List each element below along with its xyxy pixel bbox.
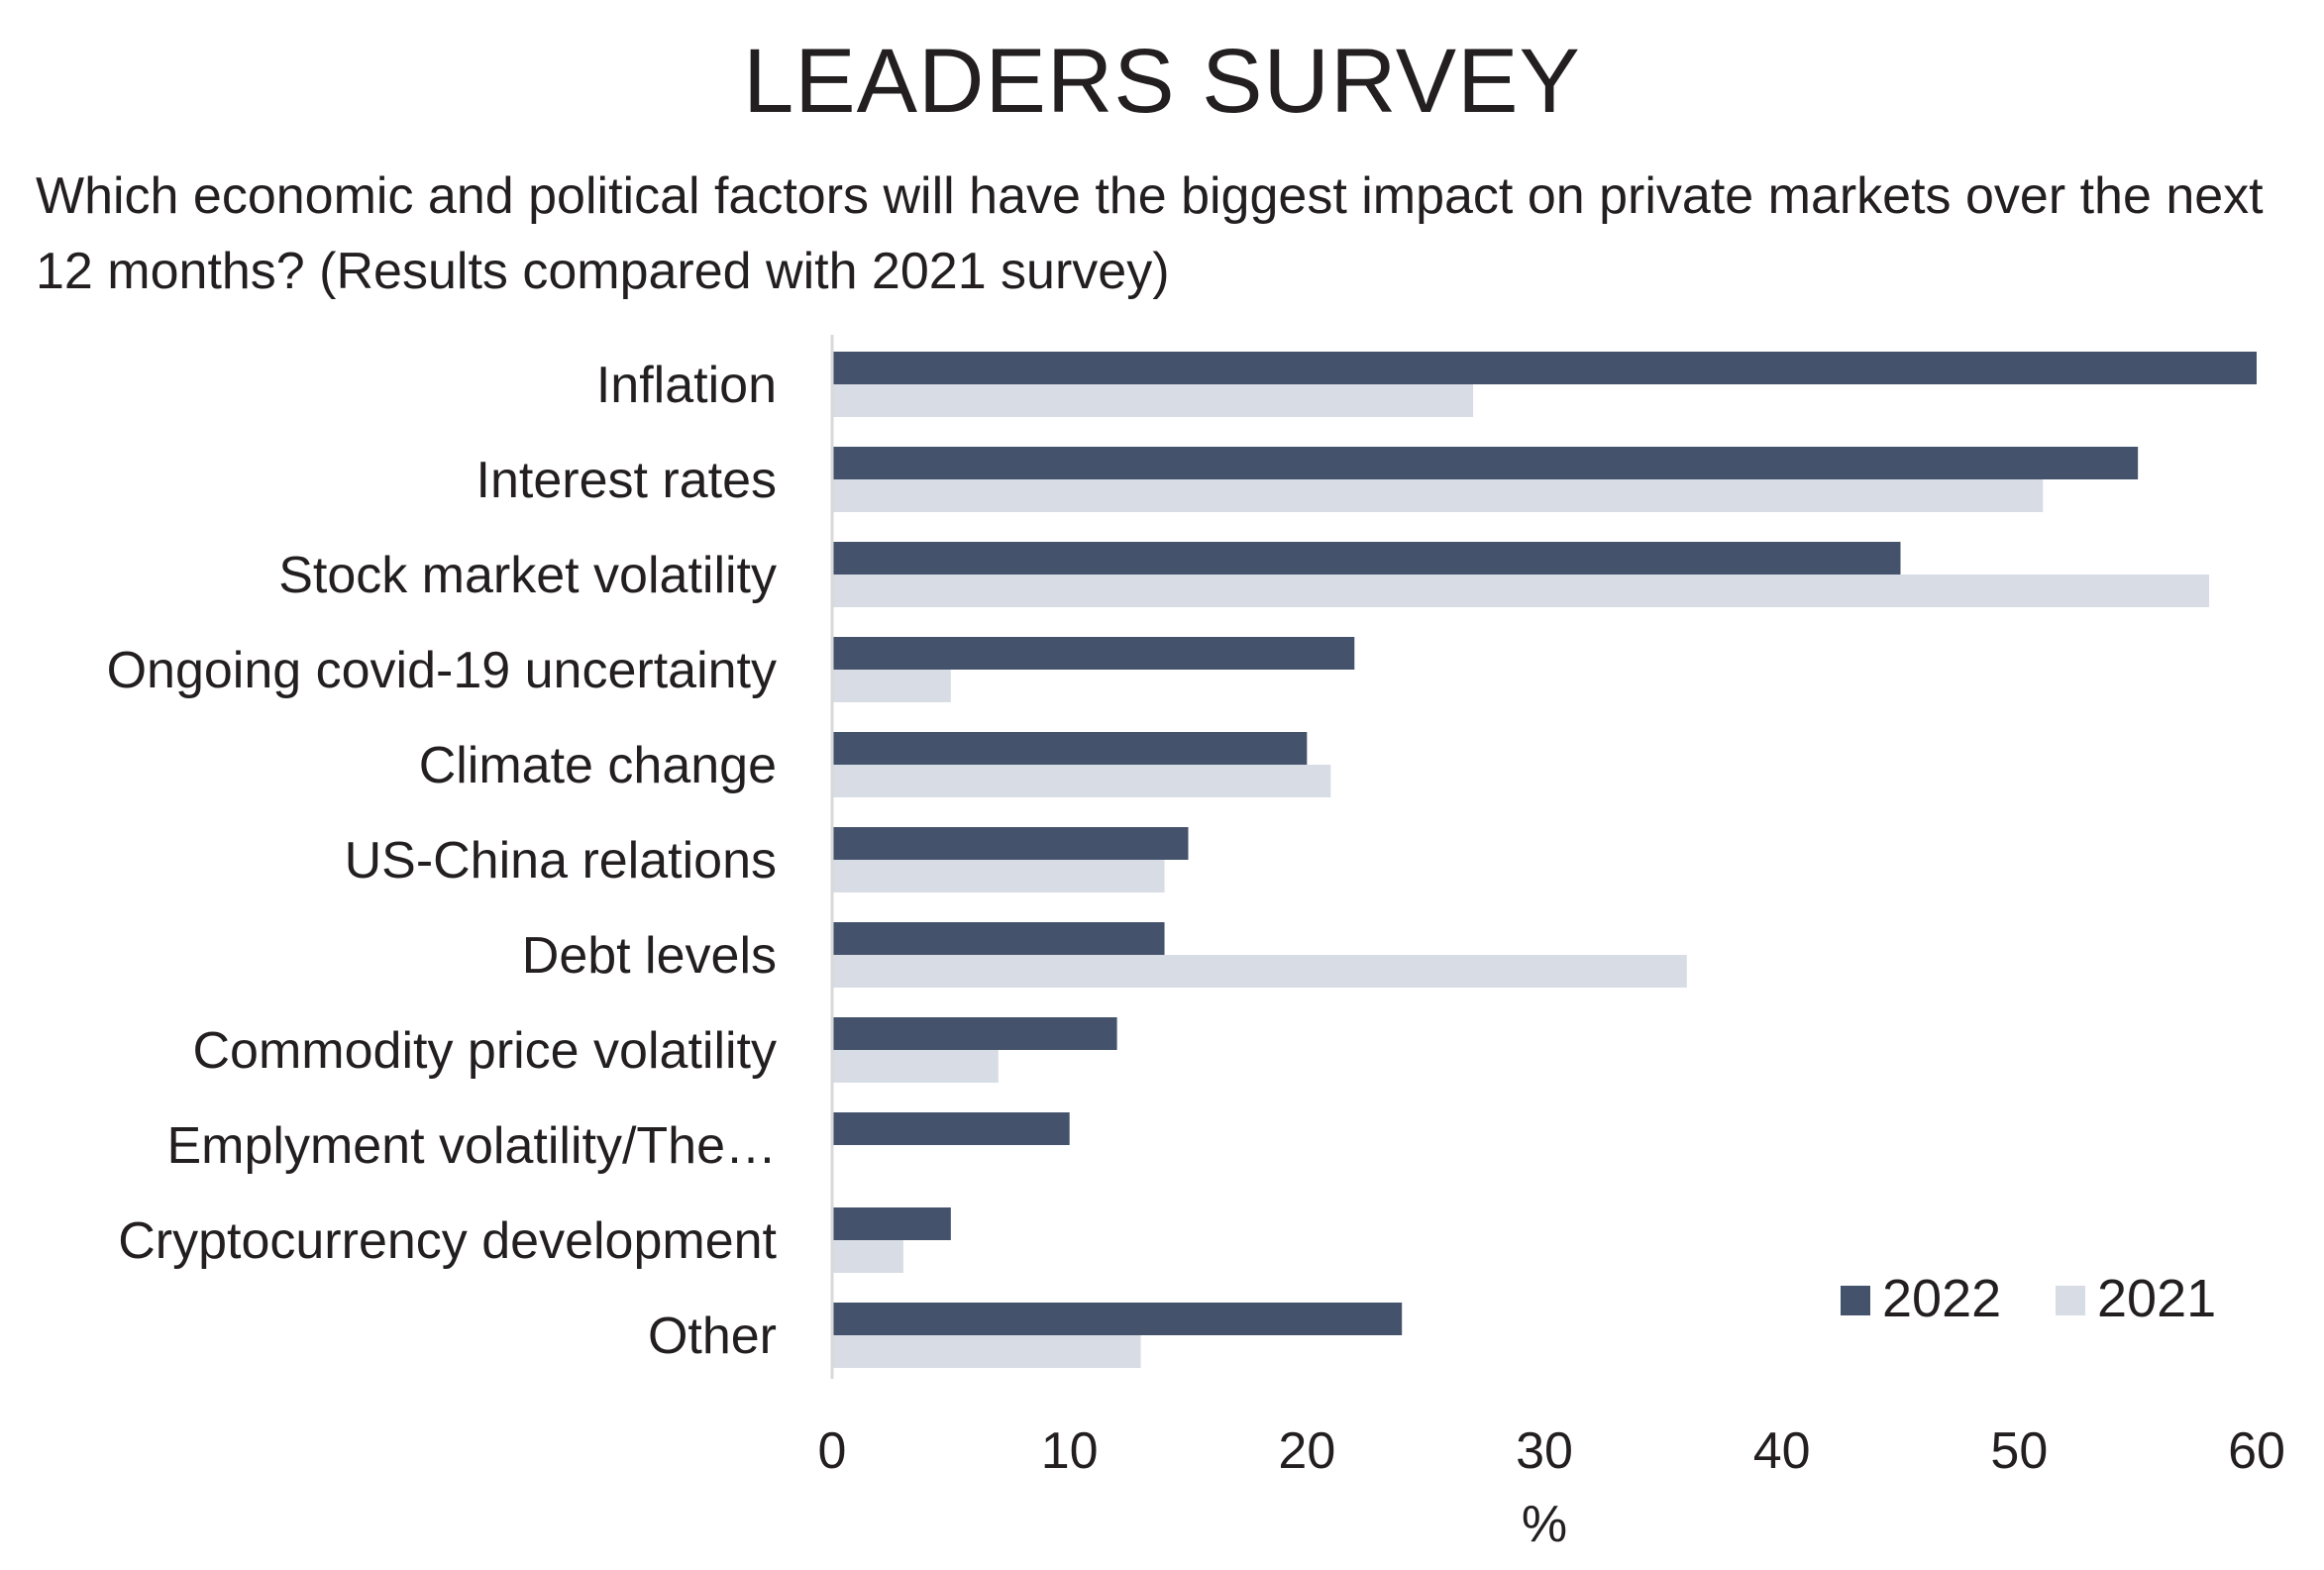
x-tick-label: 50 [1990, 1422, 2048, 1480]
bar-2022-10 [832, 1303, 1403, 1335]
category-labels: Inflation Interest rates Stock market vola… [107, 357, 778, 1365]
legend: 2022 2021 [1841, 1269, 2216, 1328]
category-label: Commodity price volatility [193, 1022, 778, 1080]
bar-2022-4 [832, 732, 1308, 765]
bars-layer [832, 352, 2257, 1368]
bar-2021-4 [832, 765, 1331, 797]
legend-label-2022: 2022 [1882, 1269, 2001, 1328]
chart-title: LEADERS SURVEY [743, 31, 1581, 132]
bar-2021-3 [832, 670, 951, 702]
category-label: Debt levels [522, 927, 777, 985]
bar-2021-10 [832, 1335, 1141, 1368]
bar-2021-9 [832, 1240, 903, 1273]
bar-2022-8 [832, 1112, 1070, 1145]
bar-2022-5 [832, 827, 1189, 860]
category-label: Interest rates [476, 452, 777, 509]
bar-2021-1 [832, 479, 2044, 512]
category-label: Ongoing covid-19 uncertainty [107, 642, 777, 699]
x-tick-labels: 0 10 20 30 40 50 60 [818, 1422, 2285, 1480]
bar-2022-9 [832, 1207, 951, 1240]
x-tick-label: 30 [1516, 1422, 1573, 1480]
bar-2022-3 [832, 637, 1355, 670]
bar-2022-0 [832, 352, 2257, 384]
category-label: Climate change [419, 737, 777, 794]
bar-2021-2 [832, 575, 2210, 607]
legend-label-2021: 2021 [2097, 1269, 2216, 1328]
x-tick-label: 10 [1041, 1422, 1099, 1480]
x-tick-label: 40 [1753, 1422, 1811, 1480]
x-tick-label: 0 [818, 1422, 847, 1480]
x-axis-title: % [1522, 1496, 1567, 1553]
bar-2021-5 [832, 860, 1165, 892]
category-label: Cryptocurrency development [118, 1212, 777, 1270]
category-label: Stock market volatility [278, 547, 777, 604]
x-tick-label: 20 [1278, 1422, 1335, 1480]
legend-swatch-2022 [1841, 1286, 1870, 1315]
x-tick-label: 60 [2228, 1422, 2285, 1480]
bar-2021-6 [832, 955, 1687, 988]
bar-2022-1 [832, 447, 2139, 479]
legend-swatch-2021 [2056, 1286, 2085, 1315]
bar-2021-7 [832, 1050, 999, 1083]
category-label: Emplyment volatility/The… [166, 1117, 777, 1175]
bar-2022-7 [832, 1017, 1117, 1050]
bar-2021-0 [832, 384, 1474, 417]
chart-subtitle: Which economic and political factors wil… [36, 167, 2264, 300]
category-label: Inflation [596, 357, 777, 414]
category-label: Other [648, 1308, 777, 1365]
category-label: US-China relations [345, 832, 777, 890]
bar-2022-6 [832, 922, 1165, 955]
bar-2022-2 [832, 542, 1901, 575]
